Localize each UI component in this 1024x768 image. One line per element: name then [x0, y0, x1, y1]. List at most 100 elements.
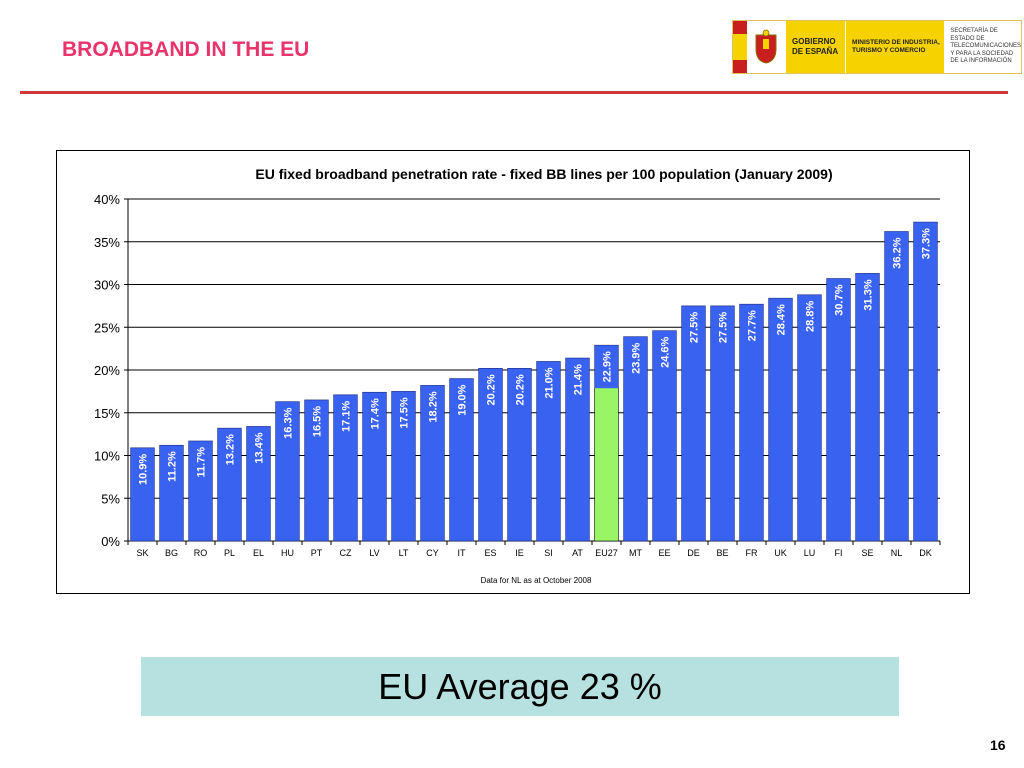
logo-secretariat-text: SECRETARÍA DE ESTADO DE TELECOMUNICACION… [944, 21, 1021, 73]
data-label: 21.0% [544, 367, 556, 398]
data-label: 23.9% [631, 342, 643, 373]
data-label: 17.1% [341, 401, 353, 432]
bar-hu [275, 401, 300, 542]
data-label: 16.5% [312, 406, 324, 437]
bar-lu [797, 294, 822, 542]
x-tick-label: HU [281, 548, 294, 558]
bar-fi [826, 278, 851, 542]
x-tick-label: CY [426, 548, 439, 558]
x-tick-label: PT [311, 548, 323, 558]
data-label: 28.8% [805, 301, 817, 332]
government-logo: GOBIERNO DE ESPAÑA MINISTERIO DE INDUSTR… [732, 20, 1022, 74]
page-title: BROADBAND IN THE EU [62, 38, 310, 61]
y-tick-label: 5% [101, 491, 120, 506]
data-label: 30.7% [834, 284, 846, 315]
data-label: 13.4% [254, 432, 266, 463]
eu-average-banner: EU Average 23 % [141, 657, 899, 716]
bar-cz [333, 394, 358, 542]
data-label: 16.3% [283, 407, 295, 438]
bar-cy [420, 385, 445, 542]
chart-footnote: Data for NL as at October 2008 [481, 576, 592, 585]
y-tick-label: 20% [94, 363, 120, 378]
x-tick-label: FR [746, 548, 758, 558]
y-tick-label: 25% [94, 320, 120, 335]
page-number: 16 [990, 737, 1006, 753]
x-tick-label: IT [458, 548, 467, 558]
chart-frame: EU fixed broadband penetration rate - fi… [56, 150, 970, 594]
eu-average-text: EU Average 23 % [378, 665, 662, 707]
data-label: 28.4% [776, 304, 788, 335]
x-tick-label: EU27 [595, 548, 618, 558]
y-tick-label: 15% [94, 406, 120, 421]
logo-ministry-text: MINISTERIO DE INDUSTRIA, TURISMO Y COMER… [845, 21, 945, 73]
x-tick-label: FI [835, 548, 843, 558]
bar-bg [159, 444, 184, 542]
bar-el [246, 426, 271, 542]
bar-at [565, 357, 590, 542]
bar-be [710, 305, 735, 542]
x-tick-label: PL [224, 548, 235, 558]
data-label: 22.9% [602, 351, 614, 382]
x-tick-label: ES [484, 548, 496, 558]
bar-se [855, 273, 880, 542]
data-label: 27.5% [689, 312, 701, 343]
x-tick-label: SK [136, 548, 148, 558]
x-tick-label: UK [774, 548, 787, 558]
bar-chart: EU fixed broadband penetration rate - fi… [94, 166, 941, 585]
data-label: 11.7% [196, 447, 208, 478]
bar-uk [768, 297, 793, 542]
title-divider [20, 91, 1008, 94]
bar-ie [507, 367, 532, 542]
bar-cap-eu27 [594, 345, 619, 389]
data-label: 21.4% [573, 364, 585, 395]
bar-fr [739, 303, 764, 542]
data-label: 11.2% [167, 451, 179, 482]
x-tick-label: LT [399, 548, 409, 558]
y-tick-label: 0% [101, 534, 120, 549]
bar-ro [188, 440, 213, 542]
chart-title: EU fixed broadband penetration rate - fi… [255, 166, 832, 182]
spain-flag-icon [733, 21, 747, 73]
bar-nl [884, 231, 909, 542]
bar-pt [304, 399, 329, 542]
data-label: 27.7% [747, 310, 759, 341]
data-label: 24.6% [660, 336, 672, 367]
x-tick-label: IE [515, 548, 524, 558]
data-label: 20.2% [515, 374, 527, 405]
logo-government-text: GOBIERNO DE ESPAÑA [786, 21, 846, 73]
x-tick-label: LU [804, 548, 816, 558]
y-tick-label: 40% [94, 192, 120, 207]
x-tick-label: AT [572, 548, 583, 558]
bar-mt [623, 336, 648, 542]
data-label: 36.2% [892, 237, 904, 268]
x-tick-label: BE [716, 548, 728, 558]
x-tick-label: NL [891, 548, 903, 558]
bar-pl [217, 427, 242, 542]
x-tick-label: BG [165, 548, 178, 558]
data-label: 27.5% [718, 312, 730, 343]
x-tick-label: DK [919, 548, 932, 558]
x-tick-label: RO [194, 548, 208, 558]
bar-dk [913, 221, 938, 542]
bar-de [681, 305, 706, 542]
x-tick-label: SE [861, 548, 873, 558]
x-tick-label: MT [629, 548, 642, 558]
bar-es [478, 367, 503, 542]
data-label: 17.4% [370, 398, 382, 429]
data-label: 18.2% [428, 391, 440, 422]
y-tick-label: 30% [94, 278, 120, 293]
x-tick-label: EE [658, 548, 670, 558]
data-label: 10.9% [138, 454, 150, 485]
bar-it [449, 378, 474, 542]
bar-si [536, 361, 561, 542]
x-tick-label: CZ [340, 548, 352, 558]
bar-ee [652, 330, 677, 542]
x-tick-label: LV [369, 548, 379, 558]
data-label: 20.2% [486, 374, 498, 405]
coat-of-arms-icon [746, 21, 787, 73]
bar-lt [391, 391, 416, 542]
bar-sk [130, 447, 155, 542]
bar-lv [362, 391, 387, 542]
data-label: 13.2% [225, 434, 237, 465]
y-tick-label: 35% [94, 235, 120, 250]
